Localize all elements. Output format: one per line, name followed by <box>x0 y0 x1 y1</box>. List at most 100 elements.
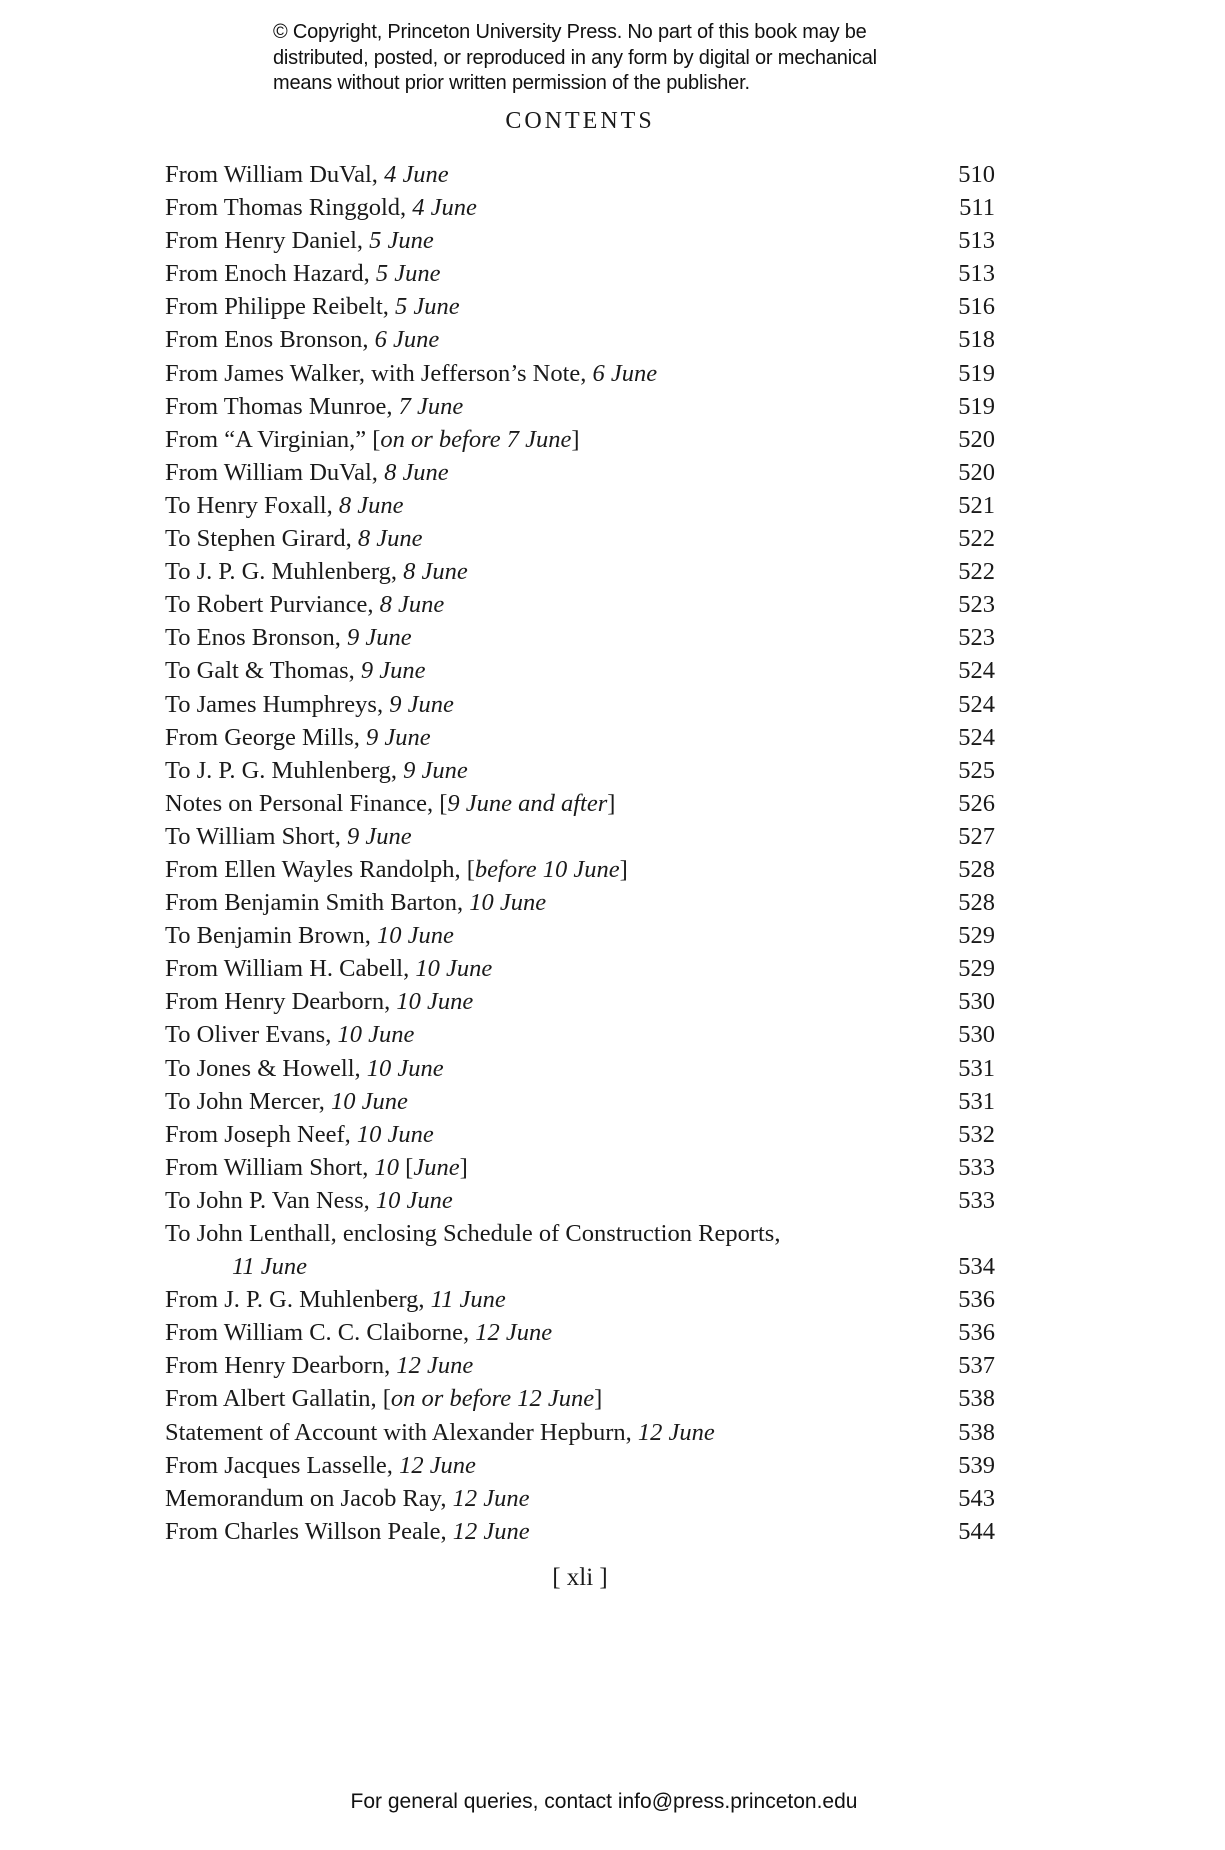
entry-date: 9 June <box>403 756 468 784</box>
entry-date: 8 June <box>357 525 423 553</box>
toc-entry: To John Mercer, 10 June 531 <box>165 1085 995 1118</box>
toc-entry: Memorandum on Jacob Ray, 12 June 543 <box>165 1482 995 1515</box>
copyright-line: © Copyright, Princeton University Press.… <box>273 21 867 43</box>
copyright-line: distributed, posted, or reproduced in an… <box>273 46 877 69</box>
entry-page-number: 528 <box>958 855 995 883</box>
toc-entry: To Robert Purviance, 8 June 523 <box>165 588 995 621</box>
copyright-notice: © Copyright, Princeton University Press.… <box>273 20 993 97</box>
entry-date: 12 June <box>399 1451 476 1479</box>
entry-text: To Enos Bronson, <box>165 624 348 652</box>
toc-entry: From George Mills, 9 June 524 <box>165 721 995 754</box>
entry-text: ] <box>571 425 580 453</box>
entry-text: From Benjamin Smith Barton, <box>165 889 470 917</box>
entry-page-number: 538 <box>958 1418 995 1446</box>
toc-entry: Notes on Personal Finance, [9 June and a… <box>165 787 995 820</box>
entry-page-number: 534 <box>958 1253 995 1281</box>
toc-entry: From Enos Bronson, 6 June 518 <box>165 323 995 356</box>
entry-date: 10 June <box>376 922 454 950</box>
toc-entry: From Henry Dearborn, 10 June 530 <box>165 985 995 1018</box>
entry-date: 12 June <box>452 1517 530 1545</box>
toc-entry: To Enos Bronson, 9 June 523 <box>165 621 995 654</box>
entry-text: ] <box>607 789 616 817</box>
entry-date: 5 June <box>369 227 434 255</box>
toc-entry: From Charles Willson Peale, 12 June 544 <box>165 1515 995 1548</box>
entry-date: 6 June <box>374 326 440 354</box>
entry-text: From George Mills, <box>165 723 366 751</box>
entry-page-number: 529 <box>958 922 995 950</box>
entry-date: 11 June <box>430 1286 506 1314</box>
footer-contact: For general queries, contact info@press.… <box>350 1790 858 1813</box>
toc-entry-continuation: 11 June 534 <box>165 1250 995 1283</box>
entry-page-number: 533 <box>958 1186 995 1214</box>
entry-page-number: 519 <box>958 392 995 420</box>
entry-date: on or before 7 June <box>380 425 572 453</box>
entry-page-number: 511 <box>959 194 995 222</box>
entry-text: From J. P. G. Muhlenberg, <box>165 1286 431 1314</box>
toc-entry: From Benjamin Smith Barton, 10 June 528 <box>165 886 995 919</box>
entry-text: To John Mercer, <box>165 1087 332 1115</box>
entry-text: From Joseph Neef, <box>165 1120 357 1148</box>
toc-entry: To William Short, 9 June 527 <box>165 820 995 853</box>
entry-page-number: 518 <box>958 326 995 354</box>
entry-page-number: 544 <box>958 1517 995 1545</box>
entry-text: From William C. C. Claiborne, <box>165 1319 476 1347</box>
entry-date: 9 June <box>347 624 412 652</box>
entry-text: To Robert Purviance, <box>165 591 380 619</box>
entry-page-number: 527 <box>958 822 995 850</box>
entry-date: 5 June <box>375 260 441 288</box>
entry-text: To William Short, <box>165 822 347 850</box>
entry-page-number: 513 <box>958 260 995 288</box>
entry-page-number: 524 <box>958 657 995 685</box>
entry-text: From William H. Cabell, <box>165 955 416 983</box>
entry-date: 12 June <box>452 1484 530 1512</box>
entry-page-number: 516 <box>958 293 995 321</box>
entry-text: To J. P. G. Muhlenberg, <box>165 558 404 586</box>
toc-entry: To J. P. G. Muhlenberg, 9 June 525 <box>165 754 995 787</box>
entry-text: From Thomas Ringgold, <box>165 194 413 222</box>
entry-page-number: 524 <box>958 723 995 751</box>
entry-date: 9 June <box>366 723 431 751</box>
entry-text: From Jacques Lasselle, <box>165 1451 400 1479</box>
toc-entry: From James Walker, with Jefferson’s Note… <box>165 357 995 390</box>
toc-entry: To Oliver Evans, 10 June 530 <box>165 1018 995 1051</box>
entry-text: To Galt & Thomas, <box>165 657 361 685</box>
entry-date: 10 <box>374 1153 400 1181</box>
entry-page-number: 510 <box>958 161 995 188</box>
entry-date: 8 June <box>379 591 445 619</box>
toc-entry: Statement of Account with Alexander Hepb… <box>165 1416 995 1449</box>
entry-page-number: 537 <box>958 1352 995 1380</box>
toc-entry: To Jones & Howell, 10 June 531 <box>165 1052 995 1085</box>
toc-entry: From William H. Cabell, 10 June 529 <box>165 952 995 985</box>
entry-date: 10 June <box>415 955 493 983</box>
entry-text: To Oliver Evans, <box>165 1021 338 1049</box>
entry-text: [ <box>399 1153 414 1181</box>
entry-text: From William DuVal, <box>165 458 385 486</box>
toc-entry: From Enoch Hazard, 5 June 513 <box>165 257 995 290</box>
entry-date: 9 June <box>360 657 426 685</box>
entry-page-number: 525 <box>958 756 995 784</box>
toc-entry: From Albert Gallatin, [on or before 12 J… <box>165 1382 995 1415</box>
entry-date: 10 June <box>331 1087 408 1115</box>
toc-entry: To Stephen Girard, 8 June 522 <box>165 522 995 555</box>
entry-page-number: 523 <box>958 624 995 652</box>
entry-page-number: 533 <box>958 1153 995 1181</box>
entry-text: To Stephen Girard, <box>165 525 358 553</box>
entry-text: From James Walker, with Jefferson’s Note… <box>165 359 593 387</box>
entry-text: From “A Virginian,” [ <box>165 425 381 453</box>
entry-date: 10 June <box>469 889 547 917</box>
entry-text: From Henry Dearborn, <box>165 1352 397 1380</box>
entry-page-number: 536 <box>958 1319 995 1347</box>
entry-date: 6 June <box>592 359 658 387</box>
toc-entry: From Henry Daniel, 5 June 513 <box>165 224 995 257</box>
entry-page-number: 526 <box>958 789 995 817</box>
toc-entry: From Henry Dearborn, 12 June 537 <box>165 1349 995 1382</box>
entry-text: Memorandum on Jacob Ray, <box>165 1484 453 1512</box>
page-number: [ xli ] <box>552 1564 608 1591</box>
entry-page-number: 520 <box>958 425 995 453</box>
entry-date: 4 June <box>412 194 477 222</box>
entry-date: 9 June and after <box>447 789 608 817</box>
entry-page-number: 520 <box>958 458 995 486</box>
toc-entry: From Joseph Neef, 10 June 532 <box>165 1118 995 1151</box>
entry-date: 9 June <box>346 822 412 850</box>
toc-entry: From Thomas Ringgold, 4 June 511 <box>165 191 995 224</box>
